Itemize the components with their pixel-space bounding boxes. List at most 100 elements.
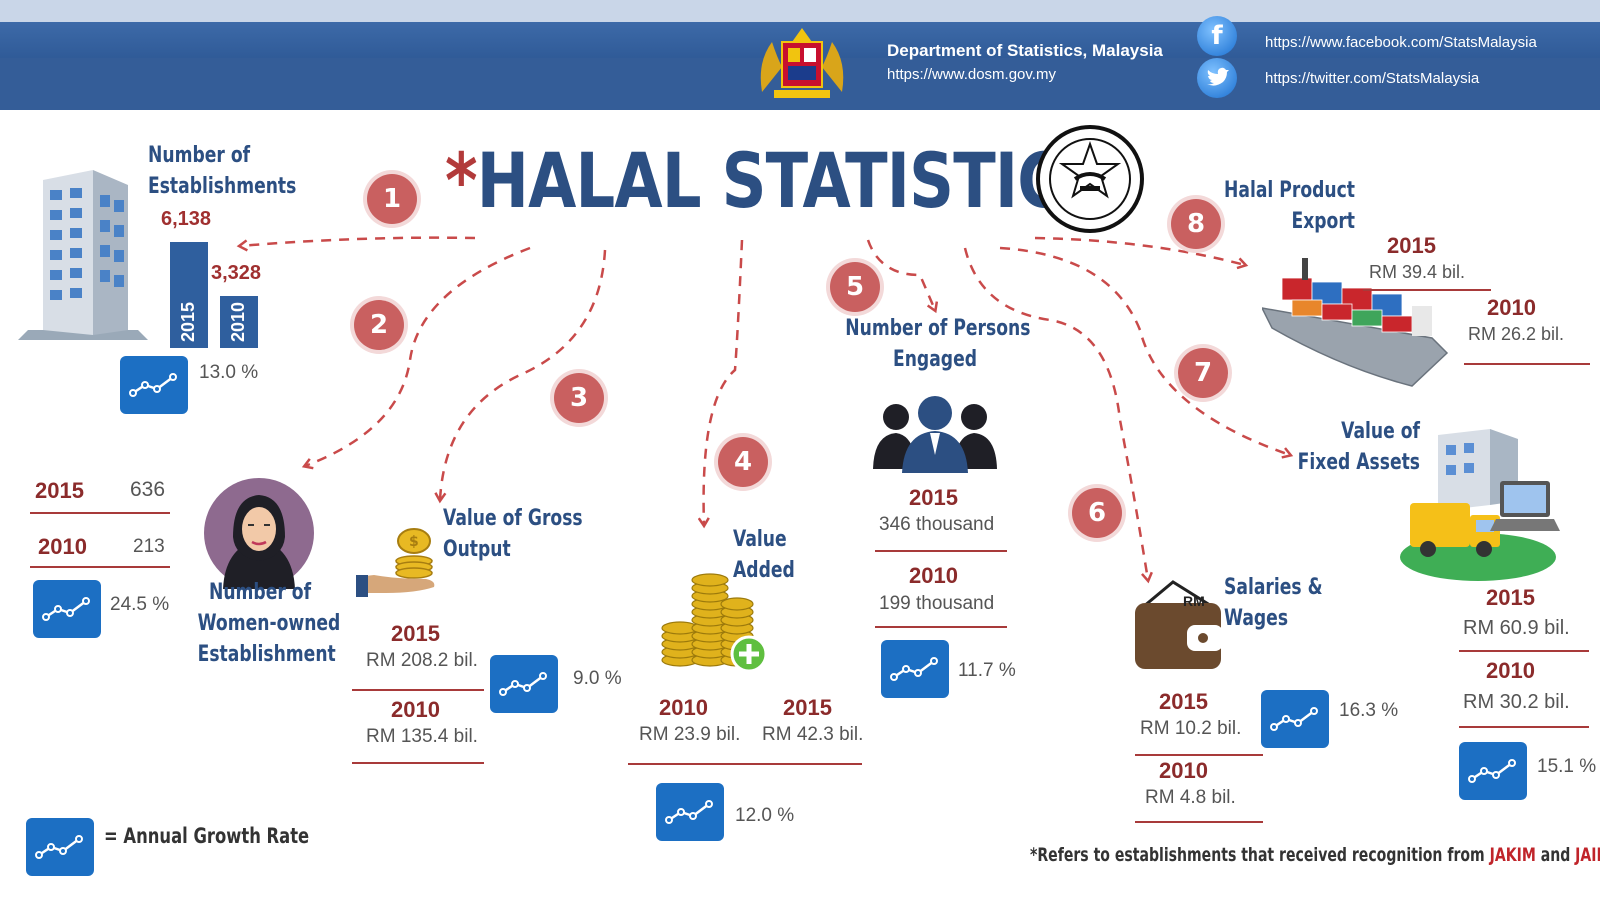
s6-value-2010: RM 4.8 bil. bbox=[1145, 787, 1236, 808]
building-icon bbox=[18, 170, 148, 340]
s8-label-line2: Export bbox=[1291, 209, 1355, 234]
s4-label-line2: Added bbox=[733, 558, 795, 583]
s4-growth-value: 12.0 % bbox=[735, 805, 795, 826]
facebook-url[interactable]: https://www.facebook.com/StatsMalaysia bbox=[1265, 34, 1537, 51]
s1-bar-2010-year: 2010 bbox=[228, 301, 248, 342]
s6-growth-icon bbox=[1261, 690, 1329, 748]
s7-growth-icon bbox=[1459, 742, 1527, 800]
coat-of-arms-icon bbox=[760, 28, 844, 98]
s6-value-2015: RM 10.2 bil. bbox=[1140, 718, 1242, 739]
dept-url[interactable]: https://www.dosm.gov.my bbox=[887, 66, 1056, 83]
s3-separator-1 bbox=[352, 689, 484, 691]
s8-label-line1: Halal Product bbox=[1224, 178, 1355, 203]
s3-separator-2 bbox=[352, 762, 484, 764]
s6-year-2010: 2010 bbox=[1159, 758, 1208, 783]
s8-separator-1 bbox=[1363, 289, 1491, 291]
s8-separator-2 bbox=[1464, 363, 1590, 365]
page-title: *HALAL STATISTICS bbox=[445, 136, 1108, 225]
s7-year-2015: 2015 bbox=[1486, 585, 1535, 610]
s4-value-2010: RM 23.9 bil. bbox=[639, 724, 741, 745]
badge-3: 3 bbox=[554, 373, 604, 423]
facebook-icon[interactable]: f bbox=[1197, 16, 1237, 56]
s1-value-2015: 6,138 bbox=[161, 208, 212, 230]
arrow-1 bbox=[240, 236, 476, 246]
s3-growth-icon bbox=[490, 655, 558, 713]
arrow-6 bbox=[963, 247, 1148, 580]
s7-year-2010: 2010 bbox=[1486, 658, 1535, 683]
footnote: *Refers to establishments that received … bbox=[1030, 844, 1600, 866]
cargo-ship-icon bbox=[1262, 258, 1449, 387]
s7-label-line2: Fixed Assets bbox=[1297, 450, 1420, 475]
s5-separator-1 bbox=[875, 550, 1007, 552]
s7-label-line1: Value of bbox=[1341, 419, 1420, 444]
s5-value-2015: 346 thousand bbox=[879, 514, 995, 535]
s7-growth-value: 15.1 % bbox=[1537, 756, 1597, 777]
title-text: HALAL STATISTICS bbox=[476, 136, 1108, 225]
badge-5: 5 bbox=[830, 262, 880, 312]
wallet-rm-text: RM bbox=[1183, 593, 1205, 609]
s6-label-line2: Wages bbox=[1224, 606, 1289, 631]
s2-separator-2 bbox=[30, 566, 170, 568]
woman-hijab-icon bbox=[204, 478, 314, 589]
twitter-icon[interactable] bbox=[1197, 58, 1237, 98]
s5-growth-icon bbox=[881, 640, 949, 698]
s6-year-2015: 2015 bbox=[1159, 689, 1208, 714]
s2-growth-value: 24.5 % bbox=[110, 594, 170, 615]
s3-growth-value: 9.0 % bbox=[573, 668, 622, 689]
s4-year-2010: 2010 bbox=[659, 695, 708, 720]
s8-year-2015: 2015 bbox=[1387, 233, 1436, 258]
s2-label-line1: Number of bbox=[208, 580, 312, 605]
legend-text: = Annual Growth Rate bbox=[104, 824, 310, 848]
s6-separator-1 bbox=[1135, 754, 1263, 756]
s6-separator-2 bbox=[1135, 821, 1263, 823]
footnote-jakim: JAKIM bbox=[1489, 844, 1536, 866]
s7-separator-1 bbox=[1459, 650, 1589, 652]
s6-growth-value: 16.3 % bbox=[1339, 700, 1399, 721]
s4-growth-icon bbox=[656, 783, 724, 841]
arrow-2 bbox=[305, 246, 531, 466]
svg-text:$: $ bbox=[409, 534, 419, 550]
s3-year-2015: 2015 bbox=[391, 621, 440, 646]
s2-year-2010: 2010 bbox=[38, 534, 87, 559]
twitter-url[interactable]: https://twitter.com/StatsMalaysia bbox=[1265, 70, 1480, 87]
s7-separator-2 bbox=[1459, 726, 1589, 728]
s1-bar-2015-year: 2015 bbox=[178, 301, 198, 342]
dept-title: Department of Statistics, Malaysia bbox=[887, 41, 1163, 60]
s4-separator bbox=[628, 763, 862, 765]
s4-label-line1: Value bbox=[733, 527, 787, 552]
people-group-icon bbox=[873, 396, 997, 473]
s5-value-2010: 199 thousand bbox=[879, 593, 995, 614]
badge-2: 2 bbox=[354, 300, 404, 350]
s5-label-line1: Number of Persons bbox=[845, 316, 1031, 341]
coin-stacks-icon bbox=[661, 573, 768, 673]
title-star: * bbox=[445, 136, 478, 225]
badge-6: 6 bbox=[1072, 488, 1122, 538]
s6-label-line1: Salaries & bbox=[1224, 575, 1323, 600]
arrow-7 bbox=[999, 246, 1290, 455]
s1-bar-2010 bbox=[220, 296, 258, 348]
s5-year-2010: 2010 bbox=[909, 563, 958, 588]
s8-value-2015: RM 39.4 bil. bbox=[1369, 262, 1466, 282]
badge-4: 4 bbox=[718, 437, 768, 487]
s2-value-2010: 213 bbox=[133, 536, 165, 557]
s7-value-2010: RM 30.2 bil. bbox=[1463, 691, 1570, 713]
badge-1: 1 bbox=[367, 174, 417, 224]
s3-year-2010: 2010 bbox=[391, 697, 440, 722]
s2-separator-1 bbox=[30, 512, 170, 514]
s1-growth-value: 13.0 % bbox=[199, 362, 259, 383]
s2-growth-icon bbox=[33, 580, 101, 638]
s3-value-2015: RM 208.2 bil. bbox=[366, 650, 478, 671]
s3-label-line1: Value of Gross bbox=[443, 506, 583, 531]
footnote-prefix: *Refers to establishments that received … bbox=[1030, 844, 1490, 866]
halal-logo-icon bbox=[1036, 125, 1144, 233]
arrow-8 bbox=[1034, 236, 1245, 265]
s4-value-2015: RM 42.3 bil. bbox=[762, 724, 864, 745]
badge-8: 8 bbox=[1171, 199, 1221, 249]
s1-label-line2: Establishments bbox=[148, 174, 297, 199]
s5-growth-value: 11.7 % bbox=[958, 660, 1016, 681]
s2-label-line2: Women-owned bbox=[197, 611, 341, 636]
legend-growth-icon bbox=[26, 818, 94, 876]
arrow-4 bbox=[704, 239, 744, 525]
coin-hand-icon: $ bbox=[356, 528, 435, 597]
